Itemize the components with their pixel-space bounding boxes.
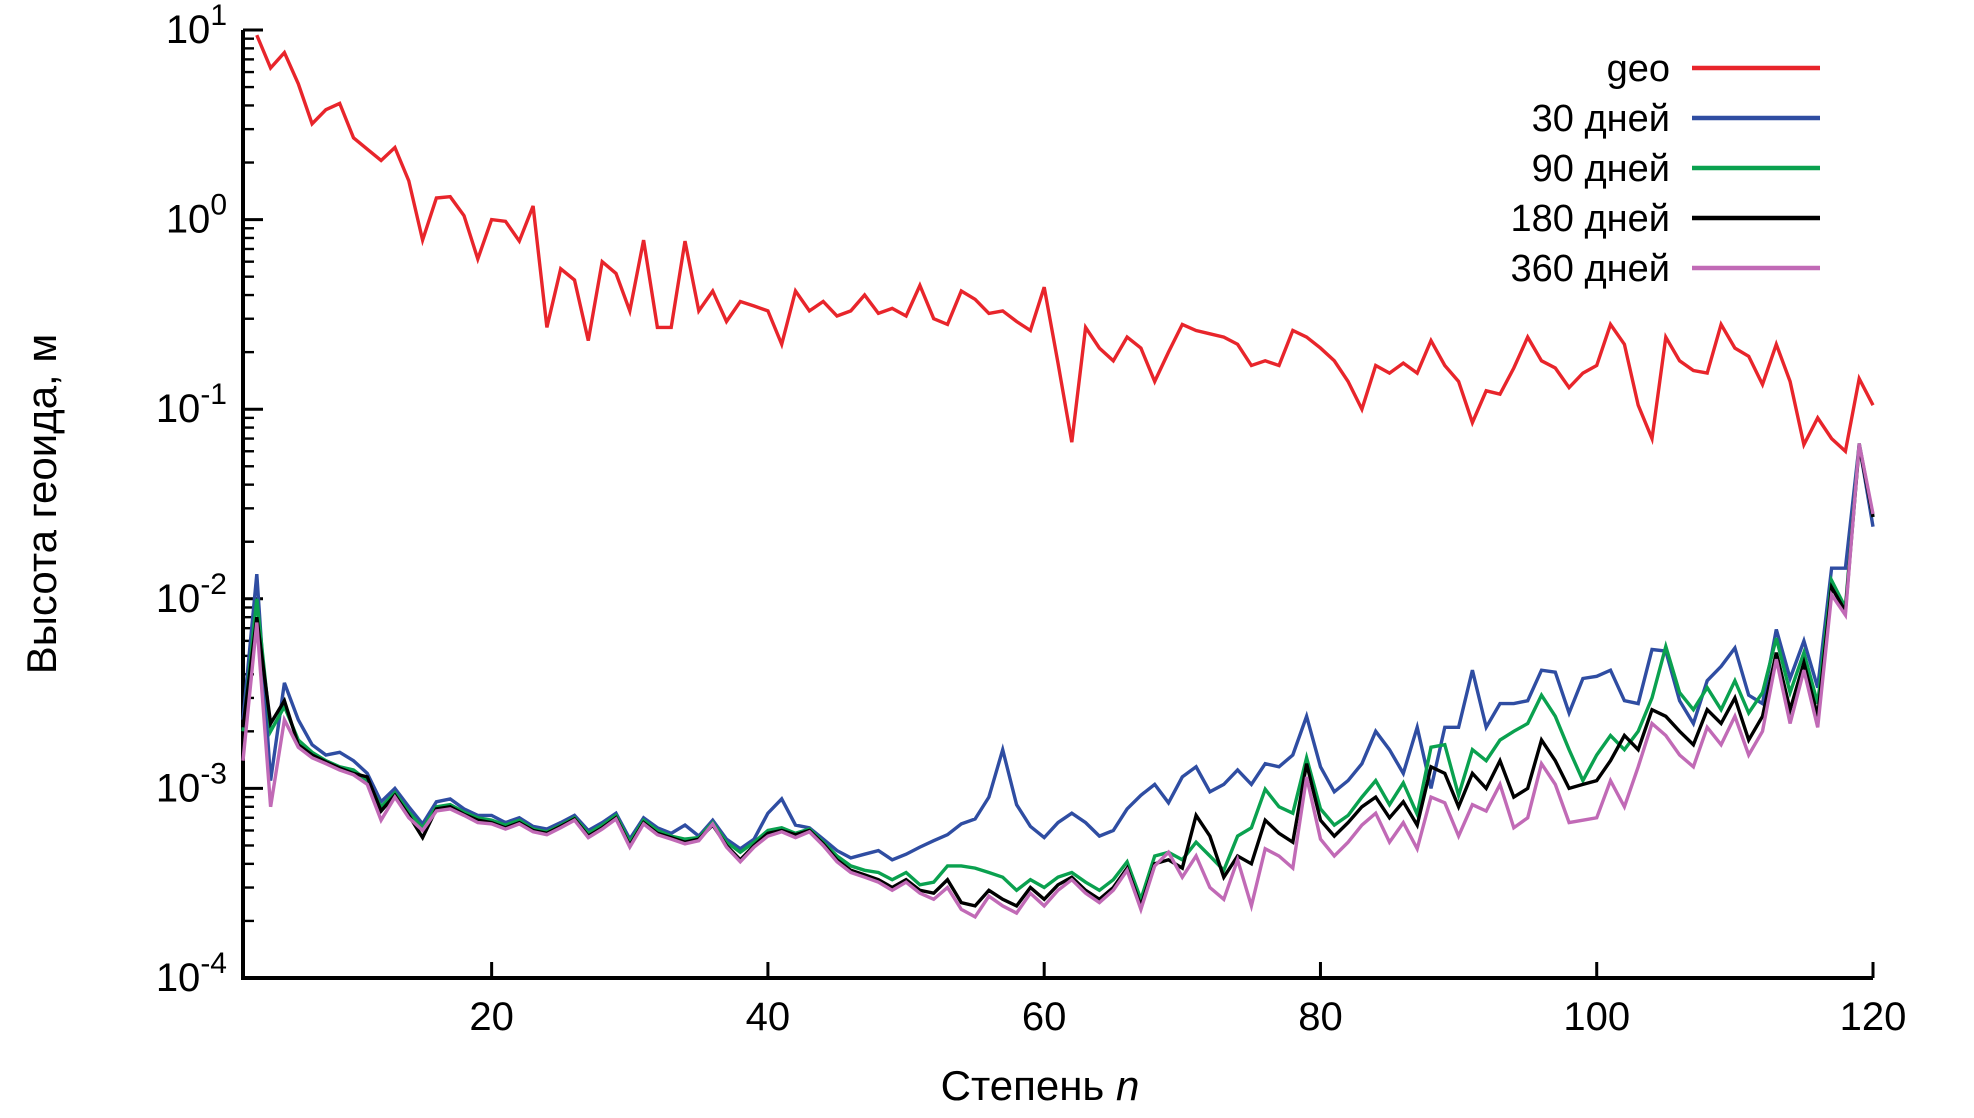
y-tick-label: 100	[166, 189, 227, 242]
legend-entry: 90 дней	[1532, 148, 1820, 190]
x-tick-label: 20	[469, 995, 514, 1039]
legend-label: 30 дней	[1532, 98, 1670, 140]
y-tick-label: 10-2	[156, 568, 227, 621]
legend-label: geo	[1607, 48, 1670, 90]
legend-label: 360 дней	[1511, 248, 1670, 290]
legend-entry: 180 дней	[1511, 198, 1820, 240]
series-line-90-дней	[241, 443, 1875, 905]
series-line-180-дней	[241, 445, 1875, 912]
x-axis-title-variable: n	[1116, 1062, 1139, 1109]
x-tick-label: 40	[746, 995, 791, 1039]
x-tick-label: 100	[1563, 995, 1630, 1039]
legend-label: 90 дней	[1532, 148, 1670, 190]
x-axis-title: Степень n	[941, 1062, 1140, 1109]
x-axis-tick-labels: 20 40 60 80 100 120	[469, 995, 1906, 1039]
y-tick-label: 10-3	[156, 757, 227, 810]
series-line-30-дней	[241, 444, 1875, 862]
legend-label: 180 дней	[1511, 198, 1670, 240]
series-line-geo	[255, 34, 1875, 455]
x-tick-label: 80	[1298, 995, 1343, 1039]
x-tick-label: 120	[1840, 995, 1907, 1039]
y-tick-label: 101	[166, 0, 227, 52]
legend: geo 30 дней 90 дней 180 дней 360 дней	[1511, 48, 1820, 290]
series-line-360-дней	[241, 443, 1875, 920]
x-axis-title-word: Степень	[941, 1062, 1105, 1109]
y-axis-tick-labels: 101 100 10-1 10-2 10-3 10-4	[156, 0, 227, 1000]
data-series	[241, 34, 1875, 920]
y-tick-label: 10-4	[156, 947, 227, 1000]
y-tick-label: 10-1	[156, 378, 227, 431]
x-tick-label: 60	[1022, 995, 1067, 1039]
y-axis-title: Высота геоида, м	[18, 334, 65, 675]
legend-entry: 30 дней	[1532, 98, 1820, 140]
legend-entry: geo	[1607, 48, 1820, 90]
legend-entry: 360 дней	[1511, 248, 1820, 290]
